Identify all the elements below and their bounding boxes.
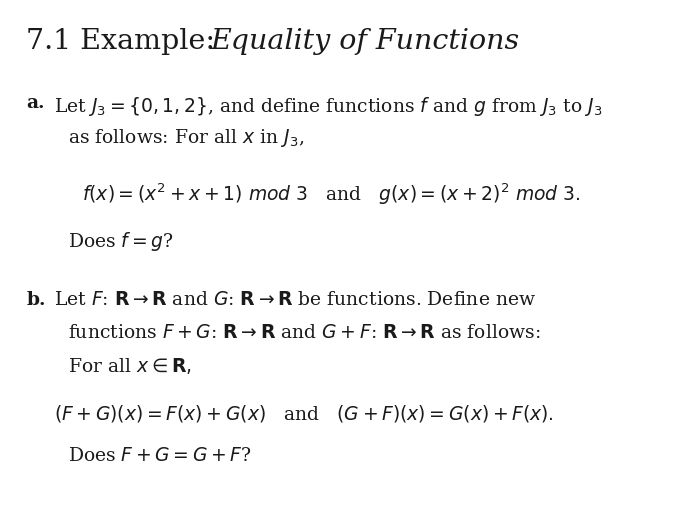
Text: $(F + G)(x) = F(x) + G(x)$   and   $(G + F)(x) = G(x) + F(x).$: $(F + G)(x) = F(x) + G(x)$ and $(G + F)(… bbox=[54, 403, 553, 424]
Text: For all $x \in \mathbf{R},$: For all $x \in \mathbf{R},$ bbox=[68, 356, 191, 376]
Text: Does $f = g$?: Does $f = g$? bbox=[68, 230, 173, 253]
Text: 7.1 Example:: 7.1 Example: bbox=[26, 28, 225, 55]
Text: Let $J_3 = \{0, 1, 2\}$, and define functions $f$ and $g$ from $J_3$ to $J_3$: Let $J_3 = \{0, 1, 2\}$, and define func… bbox=[54, 94, 602, 118]
Text: b.: b. bbox=[26, 291, 46, 309]
Text: as follows: For all $x$ in $J_3$,: as follows: For all $x$ in $J_3$, bbox=[68, 127, 304, 149]
Text: Let $F$: $\mathbf{R} \rightarrow \mathbf{R}$ and $G$: $\mathbf{R} \rightarrow \m: Let $F$: $\mathbf{R} \rightarrow \mathbf… bbox=[54, 291, 536, 309]
Text: functions $F + G$: $\mathbf{R} \rightarrow \mathbf{R}$ and $G + F$: $\mathbf{R} : functions $F + G$: $\mathbf{R} \rightarr… bbox=[68, 324, 540, 342]
Text: a.: a. bbox=[26, 94, 45, 112]
Text: Does $F + G = G + F$?: Does $F + G = G + F$? bbox=[68, 447, 252, 465]
Text: $f(x) = (x^2 + x + 1)\ \mathit{mod}\ 3$   and   $g(x) = (x + 2)^2\ \mathit{mod}\: $f(x) = (x^2 + x + 1)\ \mathit{mod}\ 3$ … bbox=[82, 181, 580, 207]
Text: Equality of Functions: Equality of Functions bbox=[211, 28, 520, 55]
